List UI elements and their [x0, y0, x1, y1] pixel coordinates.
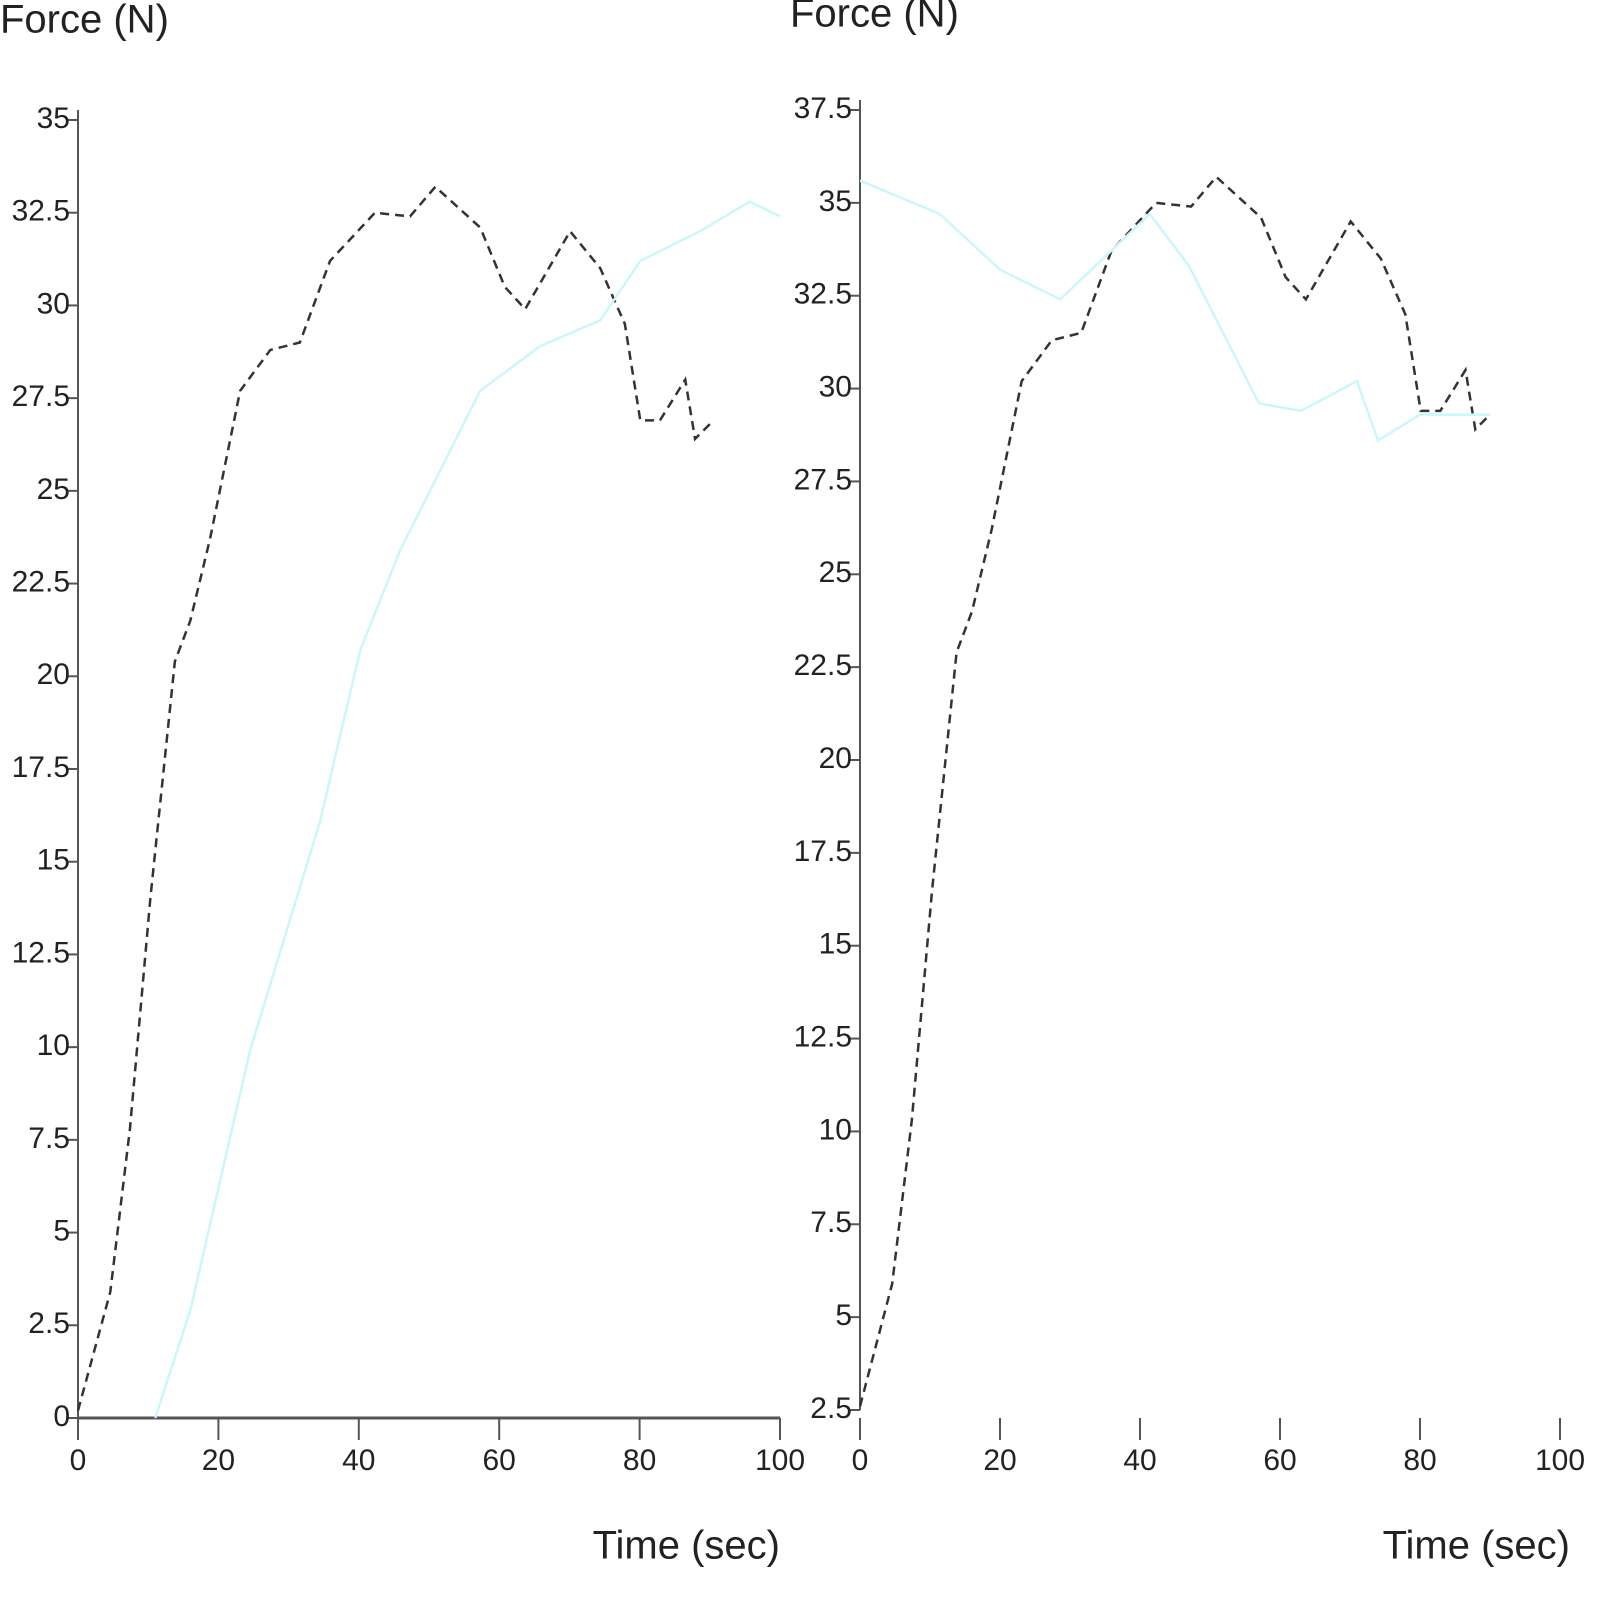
y-tick-label: 20 [819, 742, 852, 775]
x-tick-label: 80 [1403, 1444, 1436, 1477]
y-tick-label: 10 [819, 1113, 852, 1146]
y-tick-label: 17.5 [794, 835, 852, 868]
y-tick-label: 15 [37, 844, 70, 877]
y-tick-label: 15 [819, 928, 852, 961]
x-tick-label: 80 [623, 1444, 656, 1477]
y-tick-label: 35 [819, 185, 852, 218]
x-tick-label: 40 [1123, 1444, 1156, 1477]
x-axis-label: Time (sec) [593, 1524, 780, 1568]
y-tick-label: 37.5 [794, 92, 852, 125]
y-tick-label: 7.5 [28, 1122, 70, 1155]
y-tick-label: 25 [819, 556, 852, 589]
y-tick-label: 35 [37, 102, 70, 135]
x-tick-label: 60 [483, 1444, 516, 1477]
y-tick-label: 5 [835, 1299, 852, 1332]
y-axis-label: Force (N) [790, 0, 959, 36]
y-tick-label: 20 [37, 658, 70, 691]
y-tick-label: 5 [53, 1214, 70, 1247]
data-line [859, 179, 1490, 443]
x-tick-label: 100 [1535, 1444, 1585, 1477]
y-tick-label: 30 [819, 370, 852, 403]
y-tick-label: 22.5 [12, 565, 70, 598]
y-tick-label: 7.5 [810, 1206, 852, 1239]
y-tick-label: 27.5 [794, 463, 852, 496]
y-tick-label: 32.5 [794, 278, 852, 311]
y-tick-label: 12.5 [794, 1020, 852, 1053]
y-tick-label: 30 [37, 287, 70, 320]
y-tick-label: 0 [53, 1400, 70, 1433]
data-line [858, 175, 1491, 1407]
y-tick-label: 17.5 [12, 751, 70, 784]
y-tick-label: 2.5 [810, 1392, 852, 1425]
data-line [154, 200, 781, 1419]
x-tick-label: 0 [70, 1444, 87, 1477]
x-tick-label: 20 [983, 1444, 1016, 1477]
y-tick-label: 25 [37, 473, 70, 506]
x-tick-label: 20 [202, 1444, 235, 1477]
x-tick-label: 0 [852, 1444, 869, 1477]
x-tick-label: 100 [755, 1444, 805, 1477]
x-tick-label: 40 [342, 1444, 375, 1477]
y-tick-label: 2.5 [28, 1307, 70, 1340]
y-tick-label: 10 [37, 1029, 70, 1062]
x-tick-label: 60 [1263, 1444, 1296, 1477]
y-tick-label: 12.5 [12, 936, 70, 969]
y-tick-label: 27.5 [12, 380, 70, 413]
y-axis-label: Force (N) [0, 0, 169, 42]
y-tick-label: 22.5 [794, 649, 852, 682]
y-tick-label: 32.5 [12, 195, 70, 228]
x-axis-label: Time (sec) [1383, 1524, 1570, 1568]
data-line [76, 184, 711, 1411]
